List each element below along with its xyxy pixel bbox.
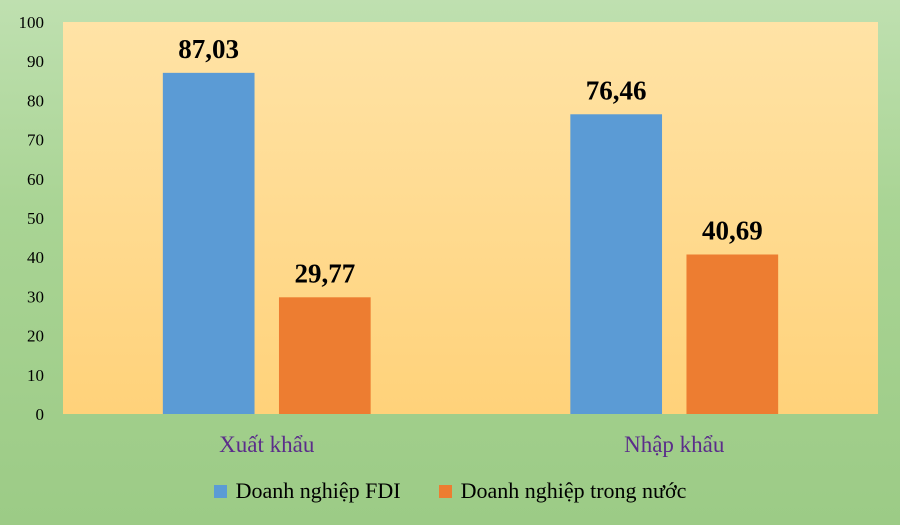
y-tick-label-0: 0 — [36, 405, 45, 424]
legend-item-domestic: Doanh nghiệp trong nước — [438, 478, 687, 504]
data-label-s0-c0: 87,03 — [178, 34, 239, 64]
y-tick-label-1: 10 — [27, 366, 44, 385]
legend-swatch-domestic — [438, 484, 452, 498]
x-category-label-0: Xuất khẩu — [219, 432, 315, 457]
y-tick-label-7: 70 — [27, 131, 44, 150]
x-category-label-1: Nhập khẩu — [624, 432, 725, 457]
bar-s0-c0 — [162, 72, 255, 414]
bars — [162, 72, 779, 415]
bar-s0-c1 — [570, 114, 663, 415]
y-tick-label-10: 100 — [19, 13, 45, 32]
data-label-s1-c1: 40,69 — [702, 215, 763, 245]
y-axis: 0 10 20 30 40 50 60 70 80 90 100 — [19, 13, 45, 424]
data-label-s1-c0: 29,77 — [294, 258, 355, 288]
legend-item-fdi: Doanh nghiệp FDI — [213, 478, 401, 504]
y-tick-label-4: 40 — [27, 248, 44, 267]
legend-label-fdi: Doanh nghiệp FDI — [235, 478, 401, 503]
bar-chart: 0 10 20 30 40 50 60 70 80 90 100 87,03 29,77 76,46 40… — [19, 13, 878, 457]
legend-swatch-fdi — [213, 484, 227, 498]
y-tick-label-3: 30 — [27, 287, 44, 306]
x-axis: Xuất khẩu Nhập khẩu — [219, 432, 725, 457]
data-label-s0-c1: 76,46 — [586, 75, 647, 105]
y-tick-label-6: 60 — [27, 170, 44, 189]
bar-s1-c0 — [278, 297, 371, 414]
y-tick-label-8: 80 — [27, 91, 44, 110]
y-tick-label-2: 20 — [27, 327, 44, 346]
y-tick-label-9: 90 — [27, 52, 44, 71]
legend-label-domestic: Doanh nghiệp trong nước — [460, 478, 687, 503]
bar-s1-c1 — [686, 254, 779, 414]
legend: Doanh nghiệp FDI Doanh nghiệp trong nước — [0, 478, 900, 504]
y-tick-label-5: 50 — [27, 209, 44, 228]
data-labels: 87,03 29,77 76,46 40,69 — [178, 34, 762, 288]
